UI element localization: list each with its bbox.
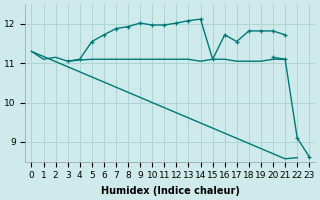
X-axis label: Humidex (Indice chaleur): Humidex (Indice chaleur) [101,186,240,196]
